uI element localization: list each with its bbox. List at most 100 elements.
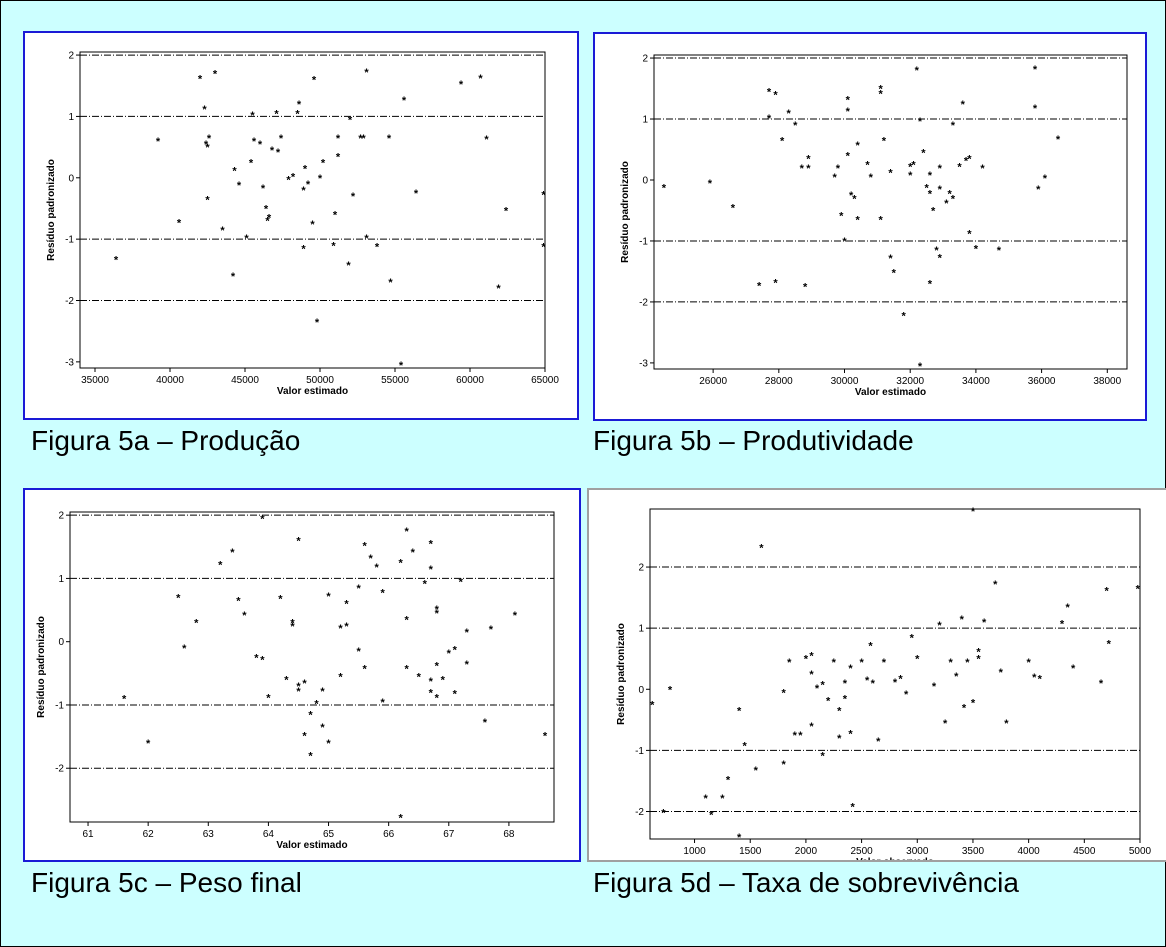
data-point: * xyxy=(205,194,210,206)
data-point: * xyxy=(951,120,956,132)
data-point: * xyxy=(315,317,320,329)
data-point: * xyxy=(809,669,814,681)
data-point: * xyxy=(331,240,336,252)
data-point: * xyxy=(976,646,981,658)
y-tick-label: -2 xyxy=(639,297,648,308)
data-point: * xyxy=(846,151,851,163)
data-point: * xyxy=(308,751,313,763)
y-tick-label: -2 xyxy=(65,296,74,307)
data-point: * xyxy=(308,709,313,721)
data-point: * xyxy=(865,675,870,687)
data-point: * xyxy=(661,808,666,820)
data-point: * xyxy=(453,644,458,656)
y-tick-label: -1 xyxy=(55,700,64,711)
data-point: * xyxy=(423,578,428,590)
data-point: * xyxy=(980,163,985,175)
data-point: * xyxy=(302,730,307,742)
data-point: * xyxy=(1026,657,1031,669)
y-tick-label: 2 xyxy=(642,54,648,65)
x-tick-label: 34000 xyxy=(962,376,990,387)
data-point: * xyxy=(284,675,289,687)
data-point: * xyxy=(938,184,943,196)
x-tick-label: 68 xyxy=(503,829,515,840)
data-point: * xyxy=(947,188,952,200)
y-tick-label: 2 xyxy=(68,51,74,62)
y-tick-label: -2 xyxy=(55,764,64,775)
data-point: * xyxy=(1107,638,1112,650)
data-point: * xyxy=(326,738,331,750)
data-point: * xyxy=(237,180,242,192)
data-point: * xyxy=(429,539,434,551)
y-tick-label: -3 xyxy=(65,357,74,368)
x-tick-label: 65 xyxy=(323,829,335,840)
data-point: * xyxy=(943,718,948,730)
data-point: * xyxy=(249,157,254,169)
y-tick-label: 1 xyxy=(642,115,648,126)
data-point: * xyxy=(892,268,897,280)
data-point: * xyxy=(820,750,825,762)
data-point: * xyxy=(261,183,266,195)
data-point: * xyxy=(1032,672,1037,684)
x-tick-label: 5000 xyxy=(1129,846,1152,857)
data-point: * xyxy=(1099,678,1104,690)
scatter-plot: -2 -1 0 1 2 61 62 63 64 65 66 67 68 Valor estimado Res… xyxy=(36,511,555,851)
y-axis-label: Resíduo padronizado xyxy=(46,159,57,261)
data-point: * xyxy=(798,730,803,742)
data-point: * xyxy=(346,260,351,272)
data-point: * xyxy=(274,108,279,120)
data-point: * xyxy=(726,775,731,787)
data-point: * xyxy=(541,189,546,201)
data-point: * xyxy=(242,610,247,622)
data-point: * xyxy=(898,673,903,685)
data-point: * xyxy=(781,759,786,771)
data-point: * xyxy=(314,699,319,711)
data-point: * xyxy=(321,157,326,169)
data-point: * xyxy=(780,135,785,147)
x-tick-label: 50000 xyxy=(306,375,334,386)
data-point: * xyxy=(279,133,284,145)
data-point: * xyxy=(411,547,416,559)
data-point: * xyxy=(856,140,861,152)
data-point: * xyxy=(971,698,976,710)
data-point: * xyxy=(320,722,325,734)
data-point: * xyxy=(967,229,972,241)
data-point: * xyxy=(333,210,338,222)
data-point: * xyxy=(351,191,356,203)
scatter-plot: -3 -2 -1 0 1 2 26000 28000 30000 32000 34000 36000 3… xyxy=(620,54,1128,398)
data-point: * xyxy=(924,182,929,194)
x-tick-label: 40000 xyxy=(156,375,184,386)
data-point: * xyxy=(122,694,127,706)
y-axis-label: Resíduo padronizado xyxy=(36,616,47,718)
data-point: * xyxy=(1004,718,1009,730)
data-point: * xyxy=(1036,184,1041,196)
data-point: * xyxy=(982,617,987,629)
x-tick-label: 3500 xyxy=(962,846,985,857)
data-point: * xyxy=(202,104,207,116)
data-point: * xyxy=(364,233,369,245)
data-point: * xyxy=(336,133,341,145)
data-point: * xyxy=(820,679,825,691)
data-point: * xyxy=(348,114,353,126)
data-point: * xyxy=(297,99,302,111)
data-point: * xyxy=(254,653,259,665)
data-point: * xyxy=(934,245,939,257)
scatter-plot: -2 -1 0 1 2 1000 1500 2000 2500 3000 3500 4000 4500 5… xyxy=(616,506,1152,860)
data-point: * xyxy=(921,148,926,160)
data-point: * xyxy=(951,193,956,205)
data-point: * xyxy=(513,610,518,622)
y-tick-label: -3 xyxy=(639,358,648,369)
scatter-plot: -3 -2 -1 0 1 2 35000 40000 45000 50000 55000 60000 6… xyxy=(46,51,559,397)
x-tick-label: 4500 xyxy=(1073,846,1096,857)
data-point: * xyxy=(264,203,269,215)
data-point: * xyxy=(915,65,920,77)
data-point: * xyxy=(405,663,410,675)
y-tick-label: -1 xyxy=(635,746,644,757)
data-point: * xyxy=(453,689,458,701)
data-point: * xyxy=(910,632,915,644)
data-point: * xyxy=(826,695,831,707)
data-point: * xyxy=(399,558,404,570)
data-point: * xyxy=(793,730,798,742)
data-point: * xyxy=(447,648,452,660)
data-point: * xyxy=(803,282,808,294)
data-point: * xyxy=(839,210,844,222)
